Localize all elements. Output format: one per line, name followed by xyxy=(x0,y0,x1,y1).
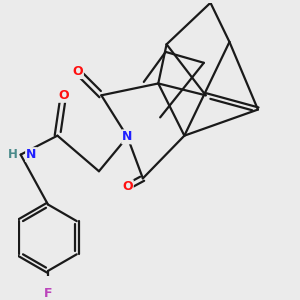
Text: N: N xyxy=(122,130,133,143)
Text: O: O xyxy=(58,89,69,102)
Text: O: O xyxy=(122,180,133,193)
Text: F: F xyxy=(44,287,52,300)
Text: H: H xyxy=(8,148,18,161)
Text: O: O xyxy=(72,65,83,78)
Text: N: N xyxy=(26,148,37,161)
